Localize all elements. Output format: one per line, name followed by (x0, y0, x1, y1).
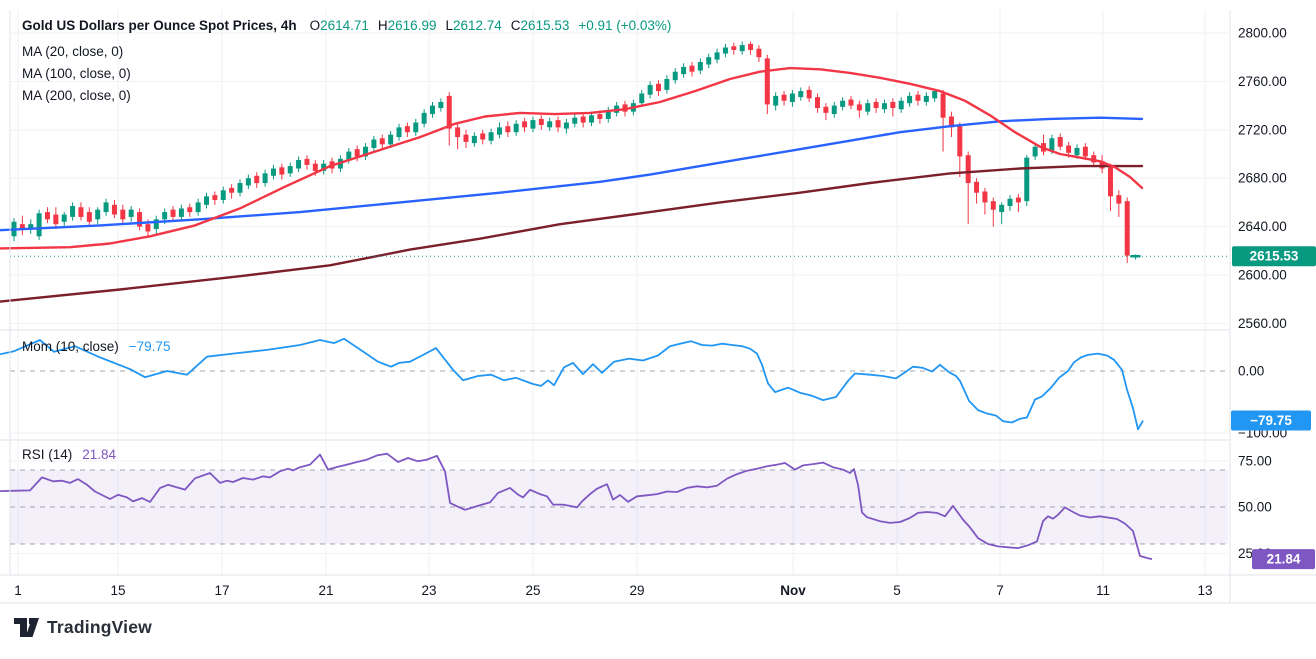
axis-badge (1232, 246, 1316, 267)
svg-text:2640.00: 2640.00 (1238, 219, 1287, 234)
svg-text:17: 17 (214, 583, 229, 598)
axis-badge (1252, 549, 1315, 570)
symbol-legend[interactable]: Gold US Dollars per Ounce Spot Prices, 4… (22, 18, 671, 33)
momentum-label: Mom (10, close) (22, 339, 119, 354)
price-axis-labels: 2800.00 2760.00 2720.00 2680.00 2640.00 2600.… (1238, 26, 1287, 561)
candles-layer (11, 41, 1139, 263)
high-value: 2616.99 (387, 18, 437, 33)
open-label: O (309, 18, 321, 33)
axis-badge (1231, 410, 1311, 431)
momentum-line (0, 337, 1144, 431)
tradingview-logo-icon (14, 618, 39, 637)
momentum-legend[interactable]: Mom (10, close) −79.75 (22, 339, 170, 354)
svg-text:11: 11 (1096, 583, 1110, 598)
svg-text:2600.00: 2600.00 (1238, 268, 1287, 283)
ma-lines (0, 66, 1144, 303)
svg-text:15: 15 (110, 583, 125, 598)
rsi-value: 21.84 (82, 447, 117, 462)
svg-text:5: 5 (893, 583, 901, 598)
close-value: 2615.53 (520, 18, 570, 33)
MA (20, close, 0) (0, 66, 1144, 250)
ma20-legend[interactable]: MA (20, close, 0) (22, 44, 124, 59)
MA (200, close, 0) (0, 164, 1144, 303)
high-label: H (377, 18, 388, 33)
rsi-line (0, 452, 1153, 560)
svg-text:23: 23 (421, 583, 436, 598)
open-value: 2614.71 (320, 18, 369, 33)
svg-text:2680.00: 2680.00 (1238, 171, 1287, 186)
svg-text:−79.75: −79.75 (1250, 413, 1292, 428)
rsi-band (10, 469, 1228, 545)
close-label: C (510, 18, 521, 33)
svg-text:13: 13 (1197, 583, 1212, 598)
ma200-legend[interactable]: MA (200, close, 0) (22, 88, 131, 103)
low-label: L (445, 18, 453, 33)
low-value: 2612.74 (452, 18, 502, 33)
panel-borders (0, 10, 1316, 604)
svg-text:0.00: 0.00 (1238, 364, 1264, 379)
svg-text:50.00: 50.00 (1238, 500, 1272, 515)
axis-badges: 2615.53 −79.75 21.84 (1231, 246, 1316, 570)
grid-layer (10, 10, 1228, 575)
change-value: +0.91 (+0.03%) (578, 18, 672, 33)
svg-text:2720.00: 2720.00 (1238, 122, 1287, 137)
svg-text:Nov: Nov (780, 583, 806, 598)
svg-text:7: 7 (996, 583, 1004, 598)
ma100-legend[interactable]: MA (100, close, 0) (22, 66, 131, 81)
time-axis-labels: 1 15 17 21 23 25 29 Nov 5 7 11 13 (14, 583, 1212, 598)
rsi-label: RSI (14) (22, 447, 73, 462)
svg-text:25: 25 (525, 583, 540, 598)
tradingview-logo-text: TradingView (47, 617, 152, 637)
MA (100, close, 0) (0, 116, 1144, 232)
svg-text:2760.00: 2760.00 (1238, 74, 1287, 89)
svg-text:29: 29 (629, 583, 644, 598)
svg-text:2615.53: 2615.53 (1250, 249, 1299, 264)
momentum-value: −79.75 (128, 339, 171, 354)
rsi-legend[interactable]: RSI (14) 21.84 (22, 447, 116, 462)
svg-text:1: 1 (14, 583, 22, 598)
svg-text:21: 21 (318, 583, 333, 598)
tradingview-logo[interactable]: TradingView (14, 617, 152, 638)
symbol-title: Gold US Dollars per Ounce Spot Prices, 4… (22, 18, 297, 33)
svg-text:2560.00: 2560.00 (1238, 316, 1287, 331)
svg-text:21.84: 21.84 (1267, 552, 1301, 567)
svg-text:2800.00: 2800.00 (1238, 26, 1287, 41)
svg-text:75.00: 75.00 (1238, 453, 1272, 468)
